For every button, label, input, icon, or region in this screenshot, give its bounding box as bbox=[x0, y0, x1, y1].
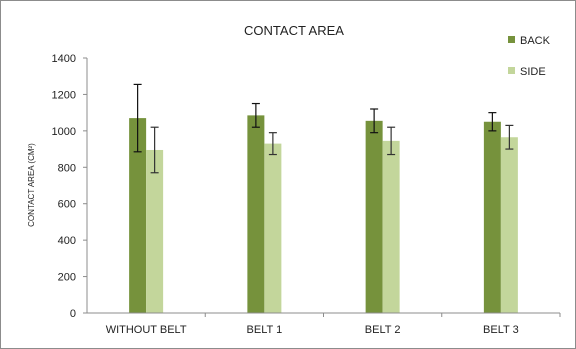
bar-side bbox=[146, 149, 164, 313]
y-tick-label: 600 bbox=[58, 199, 76, 211]
legend-label-side: SIDE bbox=[520, 66, 546, 78]
x-axis-ticks: WITHOUT BELT BELT 1 BELT 2 BELT 3 bbox=[106, 313, 561, 336]
x-tick-label: BELT 3 bbox=[483, 324, 519, 336]
y-tick-label: 200 bbox=[58, 272, 76, 284]
bars-group bbox=[129, 115, 518, 313]
bar-back bbox=[129, 118, 147, 313]
legend-swatch-back bbox=[508, 36, 515, 43]
y-tick-label: 1200 bbox=[52, 89, 76, 101]
error-bars-group bbox=[133, 83, 514, 174]
bar-back bbox=[483, 121, 501, 313]
legend: BACK SIDE bbox=[508, 35, 551, 78]
bar-side bbox=[500, 137, 518, 313]
legend-swatch-side bbox=[508, 67, 515, 74]
x-tick-label: BELT 2 bbox=[365, 324, 401, 336]
y-axis-ticks: 0 200 400 600 800 1000 1200 1400 bbox=[52, 53, 87, 320]
y-tick-label: 1000 bbox=[52, 126, 76, 138]
bar-side bbox=[264, 143, 282, 313]
y-axis-label: CONTACT AREA (CM²) bbox=[27, 143, 36, 227]
y-tick-label: 400 bbox=[58, 235, 76, 247]
y-tick-label: 1400 bbox=[52, 53, 76, 65]
bar-side bbox=[382, 140, 400, 313]
y-tick-label: 0 bbox=[70, 308, 76, 320]
legend-label-back: BACK bbox=[520, 35, 551, 47]
x-tick-label: WITHOUT BELT bbox=[106, 324, 187, 336]
chart-title: CONTACT AREA bbox=[244, 23, 344, 38]
bar-back bbox=[365, 120, 383, 313]
y-tick-label: 800 bbox=[58, 162, 76, 174]
x-tick-label: BELT 1 bbox=[247, 324, 283, 336]
bar-back bbox=[247, 115, 265, 313]
